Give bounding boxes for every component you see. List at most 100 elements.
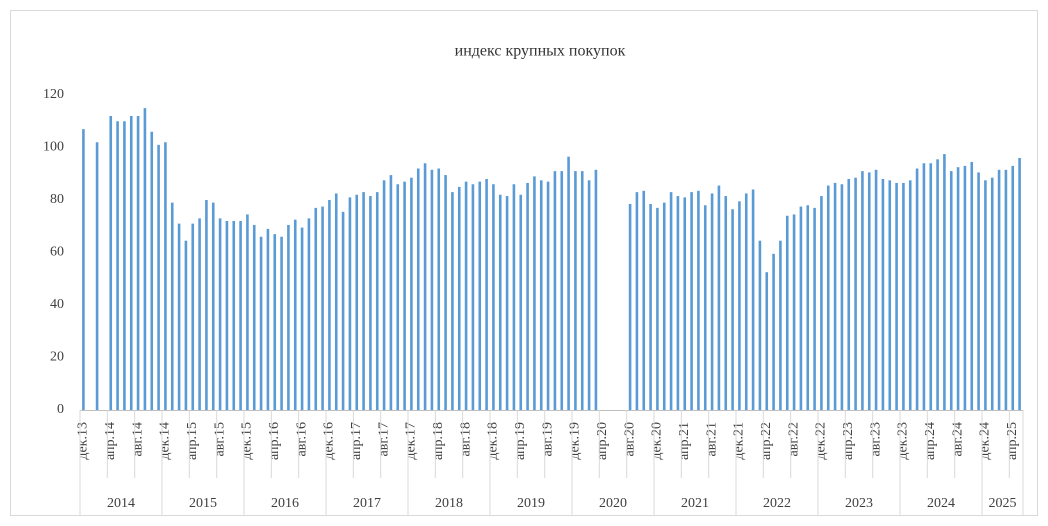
- bar: [341, 211, 345, 410]
- y-tick-label: 100: [43, 140, 64, 155]
- bar: [792, 214, 796, 410]
- year-label: 2024: [927, 496, 955, 511]
- bar: [710, 193, 714, 410]
- x-tick-label: апр.22: [759, 422, 774, 460]
- bar: [662, 202, 666, 410]
- x-tick-label: авг.15: [212, 422, 227, 457]
- bar: [833, 182, 837, 410]
- bar: [430, 169, 434, 410]
- bar: [765, 272, 769, 410]
- bar: [888, 180, 892, 410]
- bar: [225, 221, 229, 410]
- bar: [266, 228, 270, 410]
- x-tick-label: апр.17: [349, 422, 364, 460]
- bar: [239, 221, 242, 410]
- bar: [635, 192, 639, 410]
- x-tick-label: апр.18: [431, 422, 446, 460]
- bar: [751, 189, 755, 410]
- year-label: 2021: [681, 496, 709, 511]
- bar: [321, 206, 324, 410]
- bar: [382, 180, 386, 410]
- bar: [820, 196, 823, 410]
- bar: [970, 161, 974, 410]
- bar: [799, 206, 803, 410]
- bar: [375, 192, 379, 410]
- bar: [492, 184, 495, 410]
- x-tick-label: апр.21: [677, 422, 692, 460]
- x-tick-label: авг.14: [130, 422, 145, 457]
- y-tick-label: 80: [50, 192, 64, 207]
- bar: [512, 184, 516, 410]
- bar: [881, 179, 885, 410]
- bar: [574, 171, 577, 410]
- bar: [95, 142, 99, 410]
- bar: [471, 184, 475, 410]
- bar: [656, 207, 659, 410]
- x-tick-label: дек.13: [76, 422, 91, 460]
- bar: [984, 180, 987, 410]
- x-tick-label: авг.19: [540, 422, 555, 457]
- year-label: 2023: [845, 496, 873, 511]
- year-label: 2022: [763, 496, 791, 511]
- x-tick-label: апр.25: [1005, 422, 1020, 460]
- bar: [628, 203, 632, 410]
- bar: [956, 167, 960, 410]
- bar: [553, 171, 557, 410]
- bar: [990, 177, 994, 410]
- bar: [369, 196, 372, 410]
- bar: [813, 207, 816, 410]
- bar: [334, 193, 338, 410]
- bar: [355, 194, 359, 410]
- bar: [902, 182, 905, 410]
- year-label: 2017: [353, 496, 381, 511]
- bar: [724, 196, 728, 410]
- bar: [779, 240, 782, 410]
- bar: [314, 207, 318, 410]
- bar: [874, 169, 878, 410]
- x-tick-label: апр.24: [923, 422, 938, 460]
- bar: [464, 181, 468, 410]
- bar: [478, 181, 482, 410]
- bar: [136, 116, 140, 410]
- bar: [116, 121, 119, 410]
- bar: [273, 234, 277, 410]
- y-tick-label: 0: [57, 402, 64, 417]
- bar: [519, 194, 523, 410]
- bar: [847, 179, 851, 410]
- bar: [560, 171, 564, 410]
- bar: [676, 196, 680, 410]
- x-tick-label: дек.23: [896, 422, 911, 460]
- bar: [895, 182, 898, 410]
- year-label: 2015: [189, 496, 217, 511]
- x-tick-label: дек.22: [814, 422, 829, 460]
- bar: [580, 171, 584, 410]
- bar: [362, 192, 365, 410]
- bar: [806, 205, 810, 410]
- bar: [587, 180, 591, 410]
- bar: [252, 224, 256, 410]
- x-tick-label: дек.18: [486, 422, 501, 460]
- y-tick-label: 60: [50, 245, 64, 260]
- bar: [997, 169, 1001, 410]
- bar: [184, 240, 188, 410]
- bar: [929, 163, 933, 410]
- bar: [594, 169, 598, 410]
- bar: [936, 159, 939, 410]
- bar: [1018, 158, 1021, 410]
- bar: [669, 192, 673, 410]
- chart-title: индекс крупных покупок: [455, 43, 626, 60]
- y-tick-label: 40: [50, 297, 64, 312]
- bar: [287, 224, 290, 410]
- bar: [437, 168, 441, 410]
- bar: [232, 221, 236, 410]
- y-tick-label: 120: [43, 87, 64, 102]
- bar: [307, 218, 311, 410]
- bar: [908, 180, 912, 410]
- bar: [259, 236, 263, 410]
- x-tick-label: дек.17: [404, 422, 419, 460]
- bar: [649, 203, 652, 410]
- bar: [943, 154, 946, 410]
- bar: [567, 156, 570, 410]
- bar: [198, 218, 201, 410]
